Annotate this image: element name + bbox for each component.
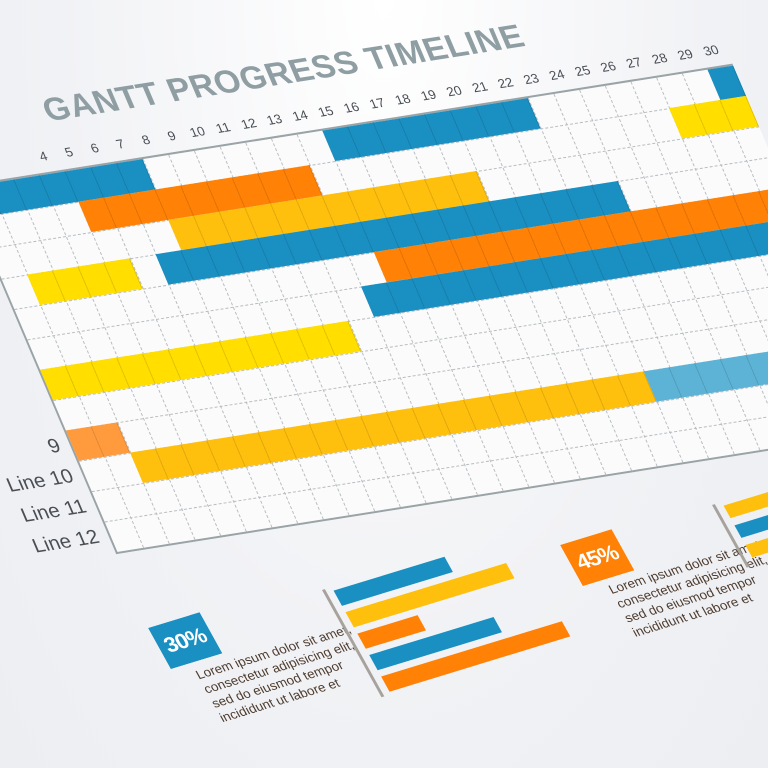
- task-bar: [707, 65, 747, 100]
- day-tick-label: 30: [700, 42, 722, 59]
- task-bar: [40, 320, 362, 401]
- gantt-chart: GANTT PROGRESS TIMELINE 4 5 6 7 8 9 10 11 12 13 14…: [0, 17, 768, 557]
- task-bar: [130, 371, 657, 484]
- mini-bar: [723, 484, 768, 519]
- task-bar: [669, 95, 759, 139]
- percent-badge: 30%: [148, 612, 222, 669]
